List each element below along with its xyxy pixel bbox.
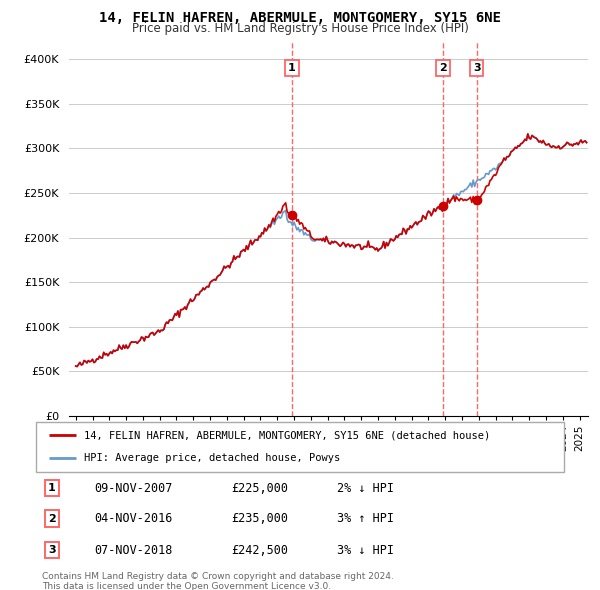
Text: This data is licensed under the Open Government Licence v3.0.: This data is licensed under the Open Gov… (42, 582, 331, 590)
Text: 3: 3 (473, 63, 481, 73)
Text: 2: 2 (48, 514, 56, 524)
Text: 2% ↓ HPI: 2% ↓ HPI (337, 481, 394, 494)
Text: £242,500: £242,500 (232, 543, 289, 556)
Text: £235,000: £235,000 (232, 512, 289, 525)
Text: 3: 3 (48, 545, 56, 555)
Text: 1: 1 (48, 483, 56, 493)
Text: HPI: Average price, detached house, Powys: HPI: Average price, detached house, Powy… (83, 454, 340, 464)
Text: 04-NOV-2016: 04-NOV-2016 (94, 512, 172, 525)
Text: 2: 2 (439, 63, 447, 73)
Text: 14, FELIN HAFREN, ABERMULE, MONTGOMERY, SY15 6NE: 14, FELIN HAFREN, ABERMULE, MONTGOMERY, … (99, 11, 501, 25)
Text: Contains HM Land Registry data © Crown copyright and database right 2024.: Contains HM Land Registry data © Crown c… (42, 572, 394, 581)
Text: Price paid vs. HM Land Registry's House Price Index (HPI): Price paid vs. HM Land Registry's House … (131, 22, 469, 35)
Text: 3% ↓ HPI: 3% ↓ HPI (337, 543, 394, 556)
Text: 1: 1 (288, 63, 296, 73)
Text: 09-NOV-2007: 09-NOV-2007 (94, 481, 172, 494)
Text: 07-NOV-2018: 07-NOV-2018 (94, 543, 172, 556)
Text: £225,000: £225,000 (232, 481, 289, 494)
FancyBboxPatch shape (36, 422, 564, 472)
Text: 14, FELIN HAFREN, ABERMULE, MONTGOMERY, SY15 6NE (detached house): 14, FELIN HAFREN, ABERMULE, MONTGOMERY, … (83, 430, 490, 440)
Text: 3% ↑ HPI: 3% ↑ HPI (337, 512, 394, 525)
